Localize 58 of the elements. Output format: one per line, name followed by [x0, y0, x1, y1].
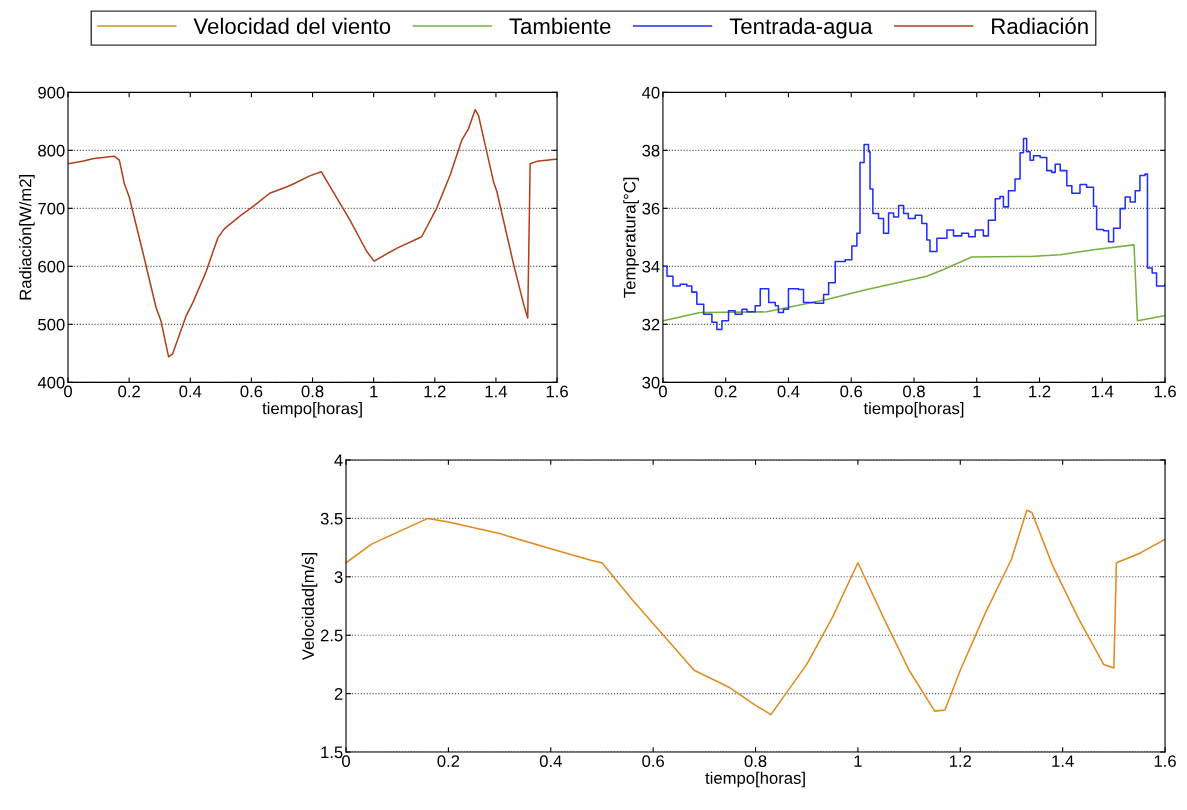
y-tick-label: 700 — [38, 202, 65, 215]
y-tick-label: 2 — [334, 688, 343, 700]
x-tick-label: 0.4 — [179, 385, 202, 398]
x-tick-label: 1.2 — [949, 755, 972, 767]
y-tick-label: 3 — [334, 571, 343, 583]
y-tick-label: 34 — [642, 260, 660, 273]
y-tick-label: 3.5 — [320, 512, 343, 525]
y-axis-title: Temperatura[°C] — [623, 177, 639, 298]
x-axis-title: tiempo[horas] — [863, 402, 964, 418]
x-tick-label: 0.6 — [840, 385, 863, 398]
y-tick-label: 30 — [642, 376, 660, 389]
x-tick-label: 1.2 — [1029, 385, 1051, 398]
y-axis-title: Velocidad[m/s] — [301, 552, 318, 661]
x-tick-label: 1.4 — [1052, 755, 1074, 767]
y-tick-label: 38 — [642, 144, 660, 157]
y-tick-label: 400 — [37, 376, 65, 389]
x-tick-label: 0 — [658, 385, 667, 398]
legend-label: Velocidad del viento — [193, 17, 391, 35]
y-tick-label: 32 — [642, 318, 660, 331]
x-tick-label: 1.2 — [424, 385, 446, 398]
y-tick-label: 40 — [642, 86, 660, 99]
x-tick-label: 0.4 — [777, 385, 800, 398]
x-tick-label: 0.6 — [240, 385, 263, 398]
line-series — [662, 244, 1166, 322]
y-tick-label: 600 — [38, 260, 65, 273]
x-tick-label: 0 — [342, 755, 350, 768]
legend-label: Tambiente — [509, 17, 611, 35]
legend-label: Radiación — [992, 17, 1088, 35]
x-tick-label: 1 — [973, 385, 981, 398]
x-tick-label: 1.6 — [546, 385, 568, 398]
x-tick-label: 1 — [854, 755, 862, 767]
x-tick-label: 1 — [370, 385, 378, 398]
x-tick-label: 0.2 — [437, 755, 460, 768]
x-axis-title: tiempo[horas] — [262, 402, 362, 418]
y-tick-label: 800 — [38, 144, 65, 157]
line-series — [68, 108, 558, 358]
x-tick-label: 0.8 — [301, 385, 324, 398]
x-tick-label: 1.6 — [1154, 385, 1176, 398]
x-tick-label: 0.4 — [539, 755, 562, 768]
x-tick-label: 0.8 — [903, 385, 925, 398]
y-tick-label: 900 — [38, 86, 65, 99]
x-axis-title: tiempo[horas] — [705, 771, 805, 788]
y-tick-label: 1.5 — [321, 746, 343, 759]
x-tick-label: 0.2 — [714, 385, 737, 398]
legend-label: Tentrada-agua — [729, 17, 873, 39]
x-tick-label: 0.6 — [642, 755, 664, 768]
x-tick-label: 0.2 — [118, 385, 140, 398]
y-axis-title: Radiación[W/m2] — [18, 175, 35, 300]
y-tick-label: 4 — [334, 454, 343, 467]
line-series — [346, 509, 1166, 716]
x-tick-label: 1.4 — [485, 385, 508, 398]
y-tick-label: 36 — [642, 202, 660, 215]
x-tick-label: 0 — [64, 385, 72, 398]
y-tick-label: 2.5 — [320, 629, 343, 642]
x-tick-label: 1.4 — [1091, 385, 1114, 398]
y-tick-label: 500 — [38, 318, 65, 331]
x-tick-label: 1.6 — [1154, 755, 1176, 768]
x-tick-label: 0.8 — [744, 755, 767, 768]
